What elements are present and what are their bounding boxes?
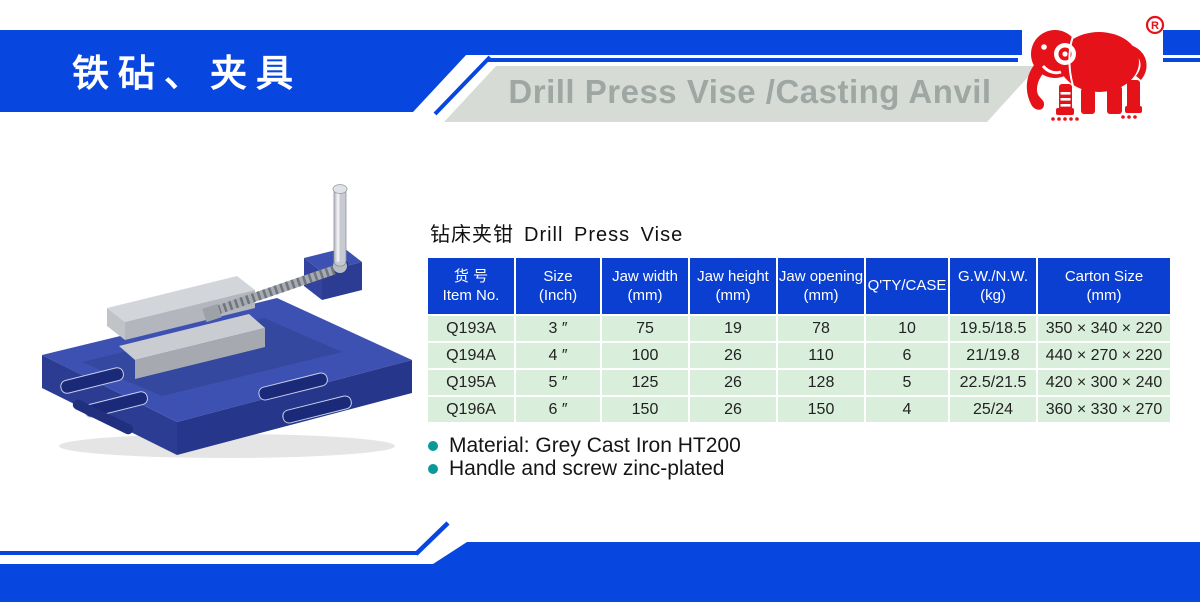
screw [202, 265, 336, 323]
registered-mark: R [1151, 20, 1159, 32]
table-cell: 78 [776, 314, 866, 343]
table-row: Q194A 4 ″ 100 26 110 6 21/19.8 440 × 270… [426, 341, 1172, 370]
elephant-tusk [1041, 64, 1062, 75]
banner-decoration [0, 30, 1200, 122]
spec-table: 货 号 Item No. Size (Inch) Jaw width (mm) Jaw… [426, 256, 1172, 424]
elephant-trunk [1026, 60, 1051, 110]
table-cell: 26 [688, 368, 778, 397]
column-header-jaw-opening: Jaw opening (mm) [776, 256, 866, 316]
note-item: Handle and screw zinc-plated [428, 457, 741, 480]
bottom-thin-rule-diagonal [414, 521, 450, 556]
table-cell: 350 × 340 × 220 [1036, 314, 1172, 343]
top-strip [0, 30, 1022, 55]
table-cell: 150 [600, 395, 690, 424]
table-cell: 125 [600, 368, 690, 397]
page-title: Drill Press Vise /Casting Anvil [508, 73, 992, 110]
note-text: Handle and screw zinc-plated [449, 456, 725, 480]
caption-cn: 钻床夹钳 [430, 224, 514, 246]
top-strip-right [1163, 30, 1200, 55]
column-header-jaw-width: Jaw width (mm) [600, 256, 690, 316]
thin-rule [488, 58, 1018, 62]
table-cell: 100 [600, 341, 690, 370]
table-cell: 26 [688, 395, 778, 424]
bullet-icon [428, 463, 438, 474]
table-cell: Q195A [426, 368, 516, 397]
bottom-thin-rule [0, 551, 418, 555]
table-cell: 420 × 300 × 240 [1036, 368, 1172, 397]
table-row: Q196A 6 ″ 150 26 150 4 25/24 360 × 330 ×… [426, 395, 1172, 424]
section-caption: 钻床夹钳 Drill Press Vise [430, 218, 683, 247]
category-title: 铁砧、夹具 [72, 53, 302, 94]
elephant-details [1041, 35, 1076, 107]
thin-rule-right [1163, 58, 1200, 62]
table-cell: 25/24 [948, 395, 1038, 424]
bottom-decoration [0, 521, 1200, 602]
column-header-item-no: 货 号 Item No. [426, 256, 516, 316]
table-cell: 6 ″ [514, 395, 602, 424]
table-cell: 110 [776, 341, 866, 370]
table-cell: 6 [864, 341, 950, 370]
table-cell: 19.5/18.5 [948, 314, 1038, 343]
notes-list: Material: Grey Cast Iron HT200 Handle an… [428, 434, 741, 480]
table-cell: 21/19.8 [948, 341, 1038, 370]
vise-jaws [107, 276, 265, 379]
column-header-gw-nw: G.W./N.W. (kg) [948, 256, 1038, 316]
note-item: Material: Grey Cast Iron HT200 [428, 434, 741, 457]
table-cell: 10 [864, 314, 950, 343]
elephant-body [1026, 30, 1147, 121]
product-image [42, 184, 412, 458]
title-band [444, 66, 1038, 122]
column-header-carton-size: Carton Size (mm) [1036, 256, 1172, 316]
table-cell: Q193A [426, 314, 516, 343]
category-band [0, 54, 467, 112]
handle [332, 184, 348, 273]
table-cell: 75 [600, 314, 690, 343]
bottom-band [0, 542, 1200, 602]
column-header-jaw-height: Jaw height (mm) [688, 256, 778, 316]
thin-rule-diagonal [433, 55, 492, 116]
table-cell: 22.5/21.5 [948, 368, 1038, 397]
table-cell: 440 × 270 × 220 [1036, 341, 1172, 370]
table-cell: Q194A [426, 341, 516, 370]
elephant-logo-icon: R [1026, 15, 1165, 121]
table-cell: Q196A [426, 395, 516, 424]
table-cell: 4 [864, 395, 950, 424]
table-cell: 19 [688, 314, 778, 343]
table-cell: 4 ″ [514, 341, 602, 370]
table-cell: 5 ″ [514, 368, 602, 397]
bullet-icon [428, 440, 438, 451]
column-header-size: Size (Inch) [514, 256, 602, 316]
table-cell: 360 × 330 × 270 [1036, 395, 1172, 424]
table-cell: 128 [776, 368, 866, 397]
table-row: Q193A 3 ″ 75 19 78 10 19.5/18.5 350 × 34… [426, 314, 1172, 343]
header-row: 货 号 Item No. Size (Inch) Jaw width (mm) Jaw… [426, 256, 1172, 316]
table-row: Q195A 5 ″ 125 26 128 5 22.5/21.5 420 × 3… [426, 368, 1172, 397]
table-cell: 5 [864, 368, 950, 397]
registered-mark-icon: R [1145, 15, 1165, 35]
note-text: Material: Grey Cast Iron HT200 [449, 433, 741, 457]
table-cell: 26 [688, 341, 778, 370]
shadow [59, 434, 395, 458]
caption-en: Drill Press Vise [524, 224, 684, 246]
column-header-qty-case: Q'TY/CASE [864, 256, 950, 316]
elephant-tail [1130, 46, 1147, 80]
table-cell: 3 ″ [514, 314, 602, 343]
table-cell: 150 [776, 395, 866, 424]
